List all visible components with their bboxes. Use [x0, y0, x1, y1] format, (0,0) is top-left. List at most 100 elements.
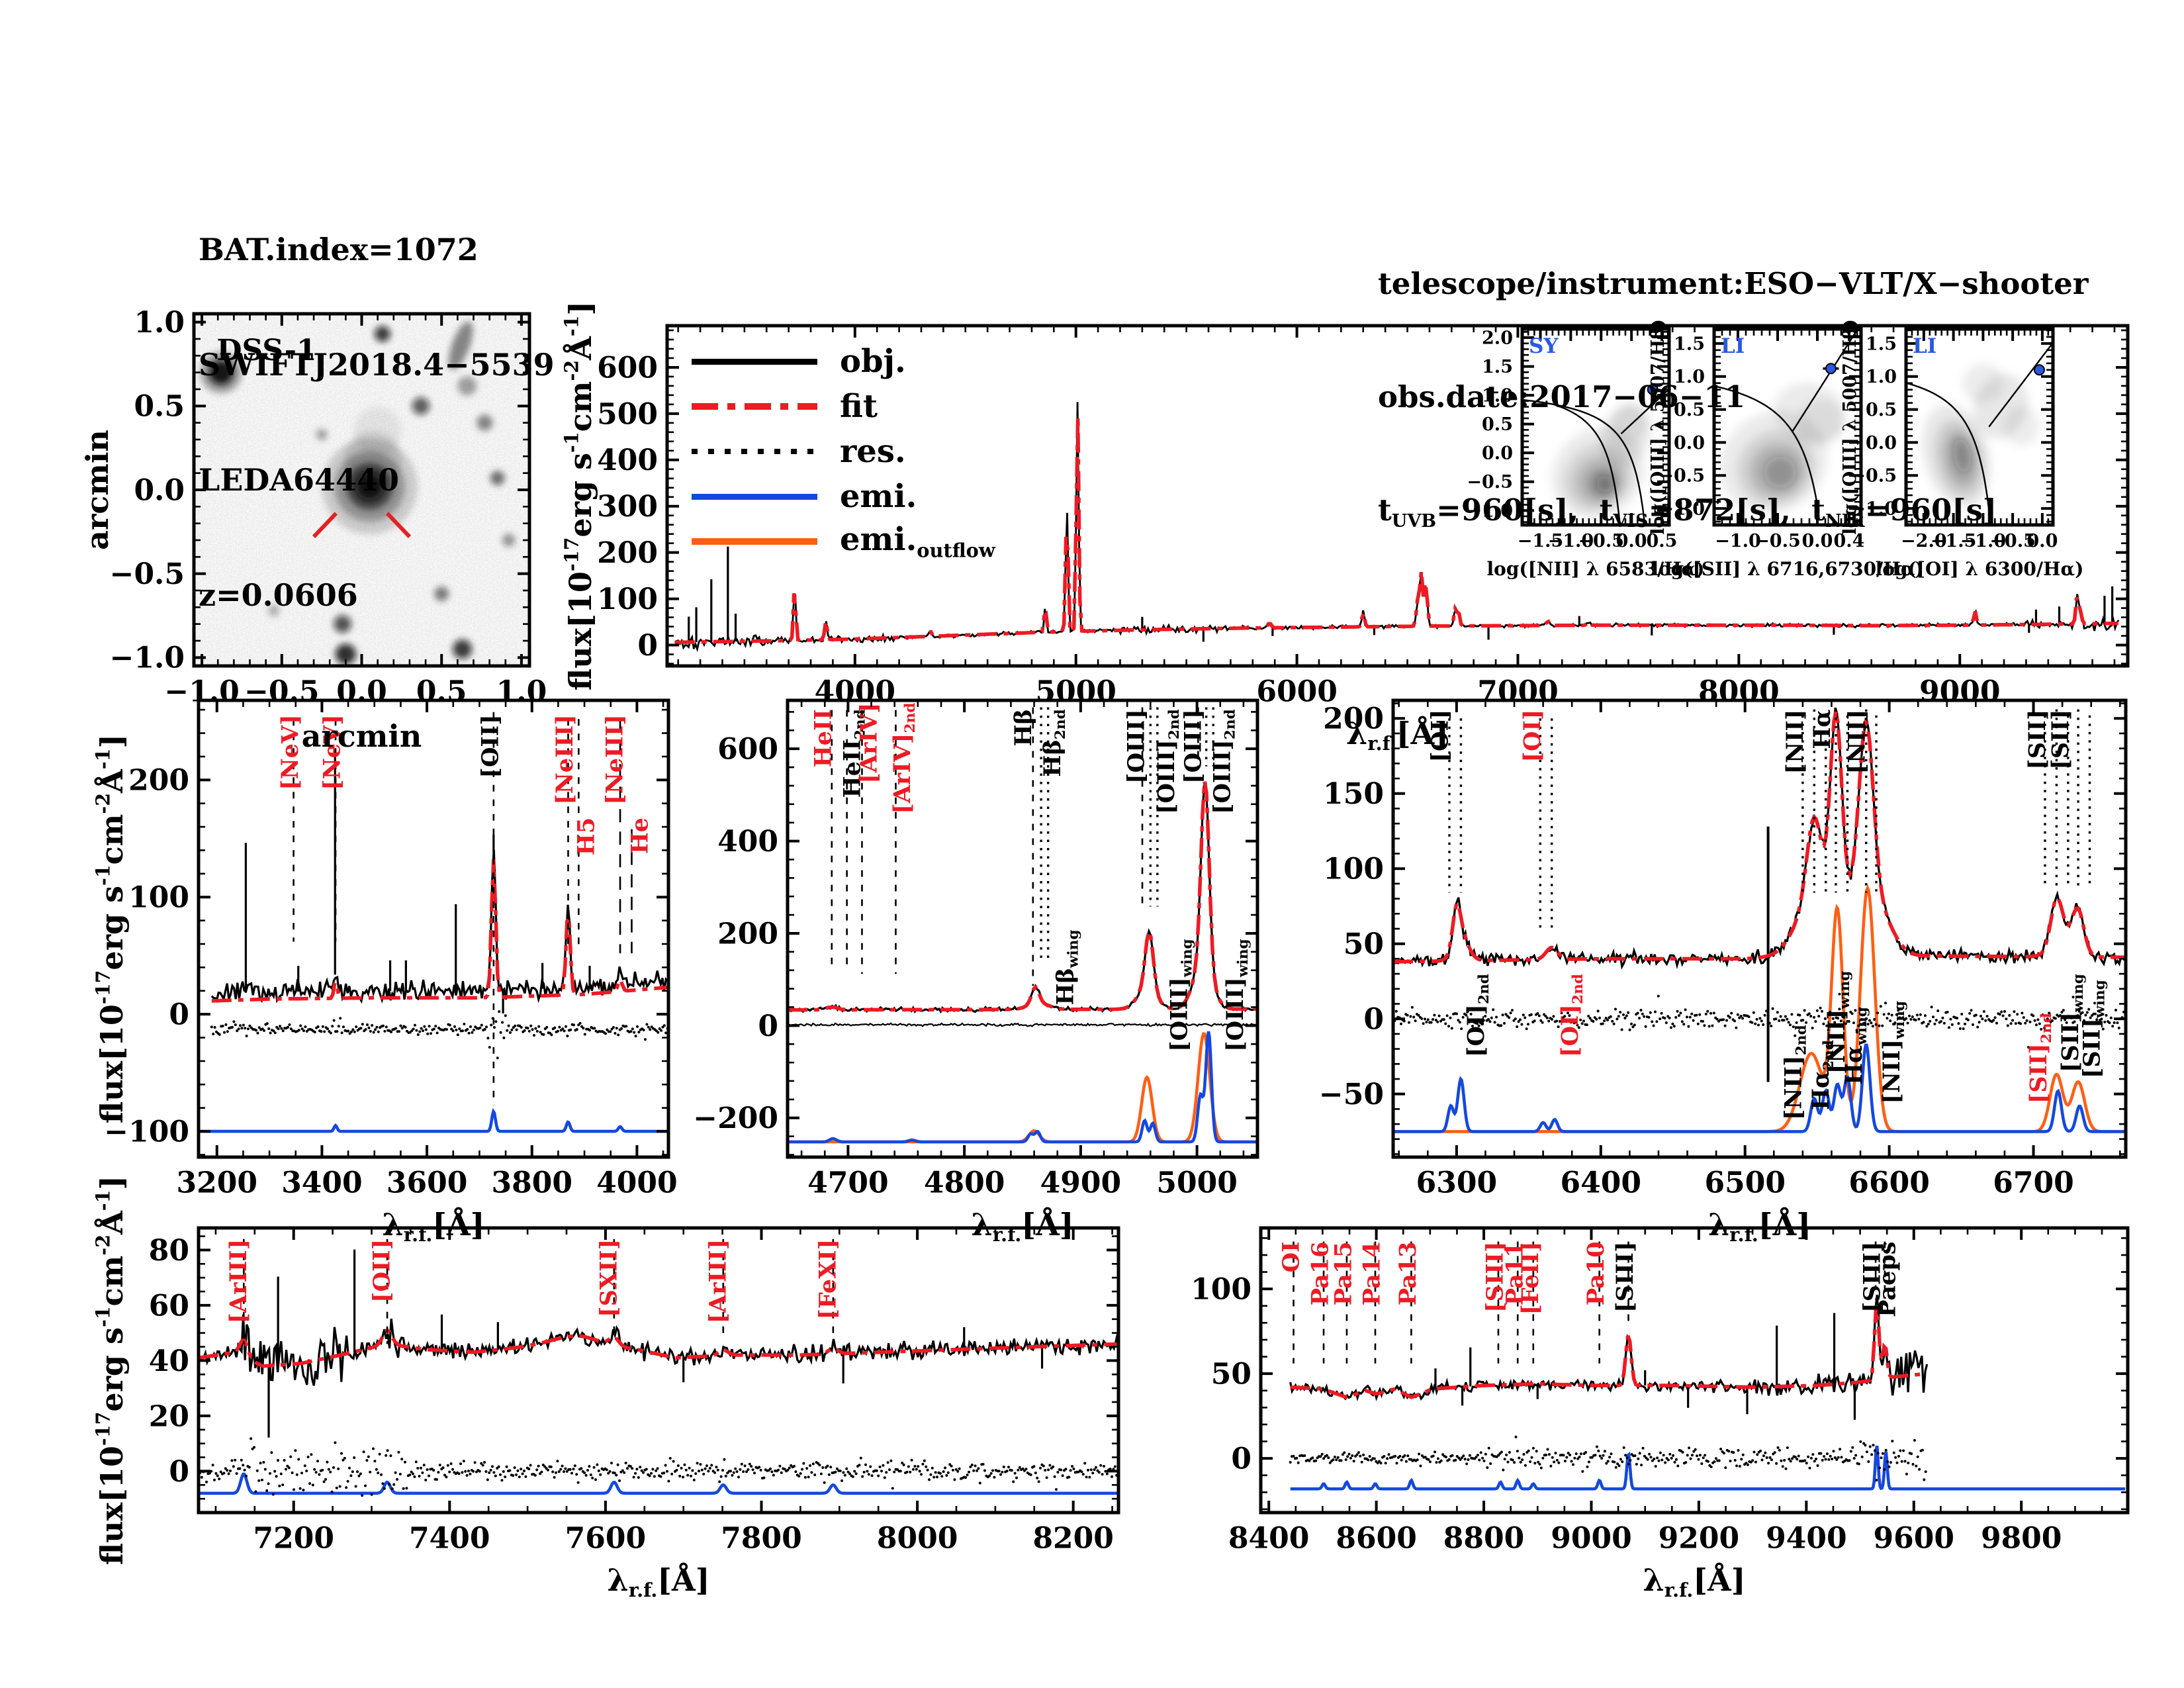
emission-line-label: [ArIII]: [225, 1239, 252, 1324]
bpt-x-axis-title: log([OI] λ 6300/Hα): [1876, 558, 2084, 580]
y-tick-label: 100: [1323, 853, 1384, 886]
emission-line-label: [ArIII]: [704, 1239, 731, 1324]
x-tick-label: 7400: [409, 1522, 490, 1556]
res-line-sample: [692, 449, 817, 454]
bat-index: BAT.index=1072: [199, 232, 478, 267]
emission-line-label: [NeIII]: [551, 714, 578, 805]
bpt-y-axis-title: log([OIII] λ 5007/Hβ): [1648, 319, 1668, 535]
x-tick-label: 6000: [1256, 675, 1337, 709]
y-tick-label: −50: [1319, 1078, 1384, 1111]
y-tick-label: −1.0: [1850, 499, 1897, 520]
emission-line-label: [SXII]: [595, 1239, 622, 1317]
emission-line-label: [OI]2nd: [1463, 974, 1492, 1057]
emission-line-label: Pa11: [1502, 1241, 1529, 1305]
y-tick-label: −0.5: [1467, 472, 1513, 492]
x-tick-label: 0.0: [2026, 531, 2058, 551]
y-tick-label: 600: [717, 733, 778, 767]
x-tick-label: 6500: [1704, 1166, 1785, 1200]
y-tick-label: 100: [128, 881, 189, 915]
y-tick-label: 0.5: [1674, 400, 1705, 420]
emission-curve: [1290, 1445, 2126, 1491]
counterpart-name: LEDA64440: [199, 462, 400, 498]
x-tick-label: 3600: [387, 1166, 467, 1200]
emission-line-label: H5: [573, 818, 600, 855]
y-tick-label: 0.5: [134, 390, 185, 424]
fit-curve: [211, 859, 668, 1003]
density-cloud: [1922, 363, 2040, 508]
spectrum-panel-bl: [ArIII] [OII] [SXII] [ArIII] [FeXI] 7200 7400 7…: [92, 1176, 1120, 1601]
y-tick-label: 1.0: [1674, 367, 1705, 387]
redshift: z=0.0606: [199, 577, 358, 613]
observation-info: telescope/instrument:ESO−VLT/X−shooter o…: [1378, 189, 2088, 616]
y-tick-label: 100: [1191, 1273, 1251, 1307]
emission-line-label: [SII]wing: [2079, 980, 2109, 1078]
y-tick-label: 2.0: [1482, 328, 1513, 349]
bpt-y-axis-title: log([OIII] λ 5007/Hβ): [1840, 319, 1860, 535]
y-tick-label: 0: [637, 629, 658, 663]
x-tick-label: −1.0: [1548, 531, 1594, 551]
emission-line-label: [NeV]: [319, 714, 346, 790]
x-tick-label: 1.0: [496, 675, 547, 709]
demarcation-curve: [1988, 343, 2053, 428]
legend-label: fit: [840, 388, 878, 425]
legend-item-res: res.: [692, 429, 995, 474]
x-tick-label: 6300: [1416, 1166, 1497, 1200]
emission-line-label: Pa16: [1307, 1241, 1334, 1305]
emission-line-label: Pa14: [1358, 1241, 1385, 1305]
y-axis-title: flux[10-17erg s-1cm-2Å-1]: [92, 1176, 130, 1565]
emission-line-label: HeII: [810, 709, 837, 767]
bpt-inset-nii: −1.5−1.0−0.50.00.52.01.51.00.50.0−0.5−1.…: [1467, 327, 1704, 580]
y-tick-label: 50: [1211, 1358, 1251, 1391]
x-tick-label: 3200: [177, 1166, 257, 1200]
emission-line-label: [SII]: [2024, 710, 2051, 770]
bpt-inset-oi: −2.0−1.5−1.0−0.50.01.51.00.50.0−0.5−1.0L…: [1840, 319, 2084, 580]
emission-line-label: [OII]: [369, 1239, 396, 1303]
emission-outflow-curve: [1393, 884, 2126, 1133]
y-axis-title: flux[10-17erg s-1cm-2Å-1]: [92, 734, 130, 1123]
y-tick-label: 1.0: [1482, 386, 1513, 406]
y-tick-label: 0: [758, 1009, 778, 1043]
x-tick-label: 4900: [1040, 1166, 1121, 1200]
demarcation-curve: [1906, 382, 1991, 525]
bpt-x-axis-title: log([SII] λ 6716,6730/Hα): [1651, 558, 1923, 580]
emi-outflow-line-sample: [692, 538, 817, 545]
y-tick-label: 150: [1323, 777, 1384, 811]
spectrum-panel-ha: [OI] [OI] [NII] Hα [NII] [SII][SII][OI]2nd[OI…: [1319, 698, 2128, 1246]
demarcation-curve: [1522, 399, 1646, 525]
emission-line-label: [OIII]: [1122, 709, 1150, 784]
x-tick-label: 3400: [281, 1166, 362, 1200]
emission-line-label: [OIII]2nd: [1153, 709, 1183, 814]
y-tick-label: 60: [149, 1289, 189, 1323]
x-tick-label: 6700: [1993, 1166, 2073, 1200]
x-tick-label: 8000: [1698, 675, 1779, 709]
residual-dots: [1393, 994, 2126, 1049]
x-tick-label: 8000: [877, 1522, 958, 1556]
y-tick-label: −1.0: [1659, 499, 1705, 520]
dss-label: DSS-1: [216, 334, 316, 367]
target-info: BAT.index=1072 SWIFTJ2018.4−5539 LEDA644…: [199, 154, 555, 691]
fit-curve: [1393, 711, 2126, 964]
fit-line-sample: [692, 403, 817, 410]
x-tick-label: 0.0: [336, 675, 387, 709]
legend-label: emi.: [840, 478, 917, 515]
emission-line-label: Hβwing: [1052, 929, 1081, 1005]
y-tick-label: 400: [597, 444, 658, 477]
y-tick-label: −200: [693, 1102, 778, 1135]
x-tick-label: 9600: [1874, 1522, 1954, 1556]
y-tick-label: 500: [597, 397, 658, 431]
emission-line-label: Hβ: [1010, 709, 1037, 746]
y-tick-label: 0: [1363, 1003, 1384, 1037]
y-tick-label: 20: [149, 1399, 189, 1433]
x-tick-label: 0.0: [1802, 531, 1833, 551]
x-tick-label: 6600: [1848, 1166, 1929, 1200]
bpt-inset-sii: −1.0−0.5 0.0 0.41.51.00.50.0−0.5−1.0LIlog(…: [1648, 319, 1924, 580]
y-tick-label: 0: [169, 1455, 189, 1489]
x-tick-label: 8800: [1443, 1522, 1524, 1556]
emission-line-label: [OIII]2nd: [1209, 709, 1239, 814]
x-axis-title: λr.f.[Å]: [607, 1562, 709, 1601]
y-tick-label: 1.5: [1866, 334, 1897, 354]
x-tick-label: −2.0: [1901, 531, 1947, 551]
x-tick-label: 5000: [1156, 1166, 1237, 1200]
